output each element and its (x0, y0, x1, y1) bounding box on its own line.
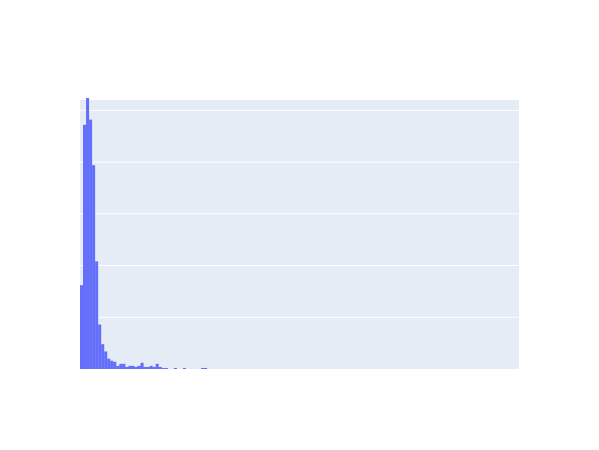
histogram-bar (173, 367, 177, 369)
histogram-bar (86, 97, 90, 369)
plot-background (80, 100, 519, 369)
histogram-bar (137, 365, 141, 369)
histogram-bar (107, 358, 111, 369)
histogram-bar (122, 363, 126, 369)
histogram-bar (95, 261, 99, 369)
histogram-bar (155, 363, 159, 369)
histogram-bar (98, 324, 102, 369)
histogram-bar (182, 367, 186, 369)
histogram-bar (119, 363, 123, 369)
histogram-bar (143, 366, 147, 369)
histogram-bar (83, 124, 87, 369)
histogram-bar (80, 285, 84, 369)
histogram-bar (164, 367, 168, 369)
histogram-bar (140, 362, 144, 369)
gridlines (80, 109, 519, 318)
histogram-bar (113, 361, 117, 369)
histogram-bar (158, 366, 162, 369)
histogram-bars (80, 97, 208, 370)
histogram-bar (110, 360, 114, 369)
histogram-bar (89, 119, 93, 370)
histogram-bar (161, 367, 165, 369)
histogram-bar (146, 366, 150, 369)
histogram-bar (125, 366, 129, 369)
histogram-bar (101, 344, 105, 369)
histogram-bar (128, 365, 132, 369)
histogram-bar (116, 365, 120, 369)
histogram-bar (204, 367, 208, 369)
histogram-bar (131, 365, 135, 369)
histogram-bar (134, 366, 138, 369)
histogram-bar (104, 351, 108, 369)
histogram-bar (201, 367, 205, 369)
histogram-bar (152, 366, 156, 369)
histogram-bar (92, 165, 96, 369)
histogram-bar (149, 365, 153, 369)
